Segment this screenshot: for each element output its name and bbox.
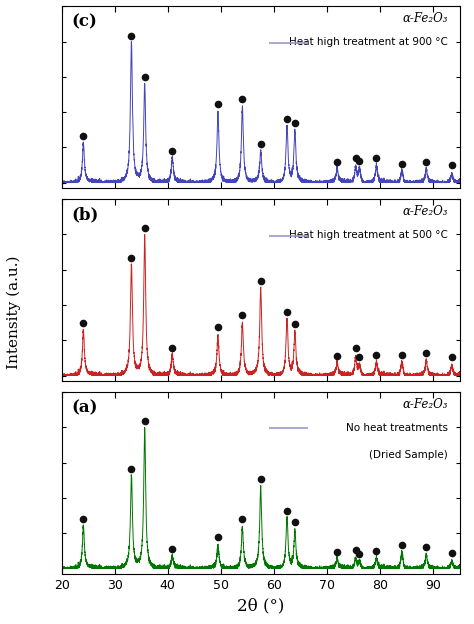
Text: α-Fe₂O₃: α-Fe₂O₃ [402, 205, 448, 218]
Text: α-Fe₂O₃: α-Fe₂O₃ [402, 397, 448, 411]
Text: Heat high treatment at 500 °C: Heat high treatment at 500 °C [289, 230, 448, 240]
Text: (a): (a) [72, 399, 98, 416]
Text: (b): (b) [72, 207, 99, 223]
Text: Heat high treatment at 900 °C: Heat high treatment at 900 °C [289, 37, 448, 47]
Text: No heat treatments: No heat treatments [346, 423, 448, 433]
Text: Intensity (a.u.): Intensity (a.u.) [7, 255, 21, 369]
Text: α-Fe₂O₃: α-Fe₂O₃ [402, 12, 448, 25]
X-axis label: 2θ (°): 2θ (°) [237, 598, 284, 615]
Text: (Dried Sample): (Dried Sample) [369, 451, 448, 461]
Text: (c): (c) [72, 14, 98, 31]
